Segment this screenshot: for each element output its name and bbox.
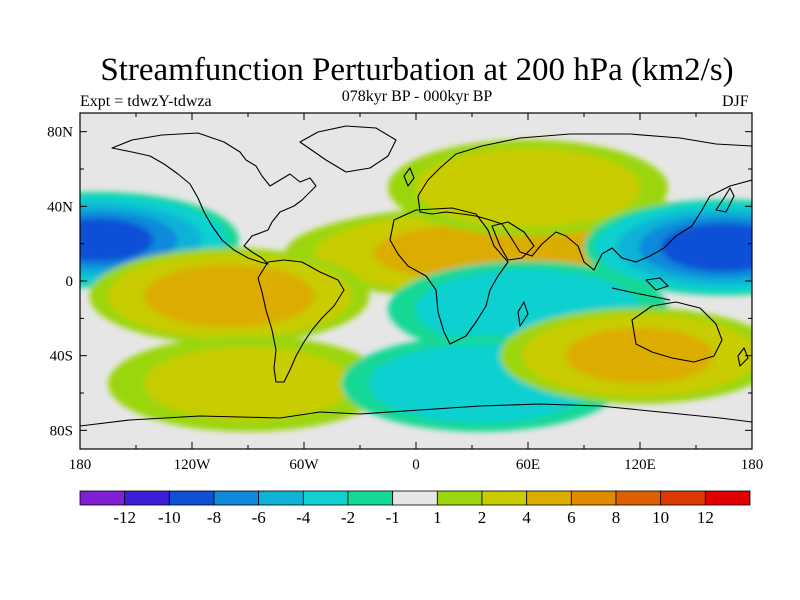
colorbar-box xyxy=(79,490,126,506)
colorbar-label: 6 xyxy=(567,508,576,527)
anomaly-5 xyxy=(89,247,370,344)
antarctica-coast xyxy=(80,403,752,427)
colorbar-label: 10 xyxy=(652,508,669,527)
y-tick-label: 40S xyxy=(50,349,73,365)
madagascar-coast xyxy=(517,301,529,327)
anomaly-7 xyxy=(108,335,388,432)
australia-coast xyxy=(631,301,723,363)
x-tick-label: 120W xyxy=(174,457,212,473)
colorbar-label: 12 xyxy=(697,508,714,527)
x-tick-label: 60W xyxy=(289,457,319,473)
contour-field xyxy=(80,139,752,432)
colorbar-label: -4 xyxy=(296,508,311,527)
x-tick-label: 180 xyxy=(741,457,764,473)
map-title: Streamfunction Perturbation at 200 hPa (… xyxy=(100,52,734,88)
anomaly-9 xyxy=(500,307,752,404)
colorbar-label: 4 xyxy=(522,508,531,527)
y-tick-label: 0 xyxy=(66,274,74,290)
colorbar-box xyxy=(213,490,260,506)
colorbar-box xyxy=(258,490,304,506)
colorbar-box xyxy=(615,490,662,506)
period-label: 078kyr BP - 000kyr BP xyxy=(341,88,493,105)
contour-band xyxy=(415,148,641,228)
colorbar-box xyxy=(302,490,349,506)
colorbar-box xyxy=(436,490,483,506)
contour-band xyxy=(80,218,154,262)
new-zealand-coast xyxy=(737,347,749,367)
colorbar-box xyxy=(481,490,528,506)
colorbar-box xyxy=(526,490,572,506)
colorbar-box xyxy=(124,490,170,506)
africa-coast xyxy=(389,207,509,345)
colorbar: -12 -10 -8 -6 -4 -2 -1 1 2 4 6 8 10 12 xyxy=(79,490,751,527)
colorbar-box xyxy=(570,490,617,506)
y-tick-label: 80N xyxy=(47,125,73,141)
coastlines xyxy=(80,125,752,427)
anomaly-4 xyxy=(584,199,752,296)
y-axis: 80N 40N 0 40S 80S xyxy=(47,125,752,439)
indonesia-coast xyxy=(611,277,671,301)
colorbar-label: -1 xyxy=(386,508,400,527)
y-tick-label: 40N xyxy=(47,199,73,215)
colorbar-box xyxy=(660,490,706,506)
x-tick-label: 60E xyxy=(516,457,540,473)
colorbar-label: 8 xyxy=(612,508,621,527)
x-tick-label: 0 xyxy=(412,457,420,473)
colorbar-label: -8 xyxy=(207,508,221,527)
x-tick-label: 120E xyxy=(624,457,656,473)
colorbar-box xyxy=(704,490,751,506)
y-tick-label: 80S xyxy=(50,423,73,439)
anomaly-2 xyxy=(388,139,668,236)
contour-band xyxy=(661,223,752,272)
season-label: DJF xyxy=(722,93,749,110)
british-isles-coast xyxy=(403,167,415,187)
contour-band xyxy=(144,264,315,327)
colorbar-label: 1 xyxy=(433,508,442,527)
contour-band xyxy=(566,328,714,384)
colorbar-label: -2 xyxy=(341,508,355,527)
experiment-label: Expt = tdwzY-tdwza xyxy=(80,93,212,110)
colorbar-label: 2 xyxy=(478,508,487,527)
x-axis: 180 120W 60W 0 60E 120E 180 xyxy=(69,113,764,473)
colorbar-label: -6 xyxy=(252,508,266,527)
arabia-coast xyxy=(491,221,535,261)
colorbar-box xyxy=(392,490,438,506)
eurasia-coast xyxy=(417,133,752,271)
contour-band xyxy=(144,346,352,421)
x-tick-label: 180 xyxy=(69,457,92,473)
greenland-coast xyxy=(299,125,397,173)
colorbar-box xyxy=(168,490,215,506)
colorbar-label: -12 xyxy=(113,508,136,527)
north-america-coast xyxy=(111,132,317,265)
south-america-coast xyxy=(257,259,345,383)
colorbar-label: -10 xyxy=(158,508,181,527)
colorbar-box xyxy=(347,490,394,506)
map-panel xyxy=(80,113,752,449)
japan-coast xyxy=(715,187,735,213)
